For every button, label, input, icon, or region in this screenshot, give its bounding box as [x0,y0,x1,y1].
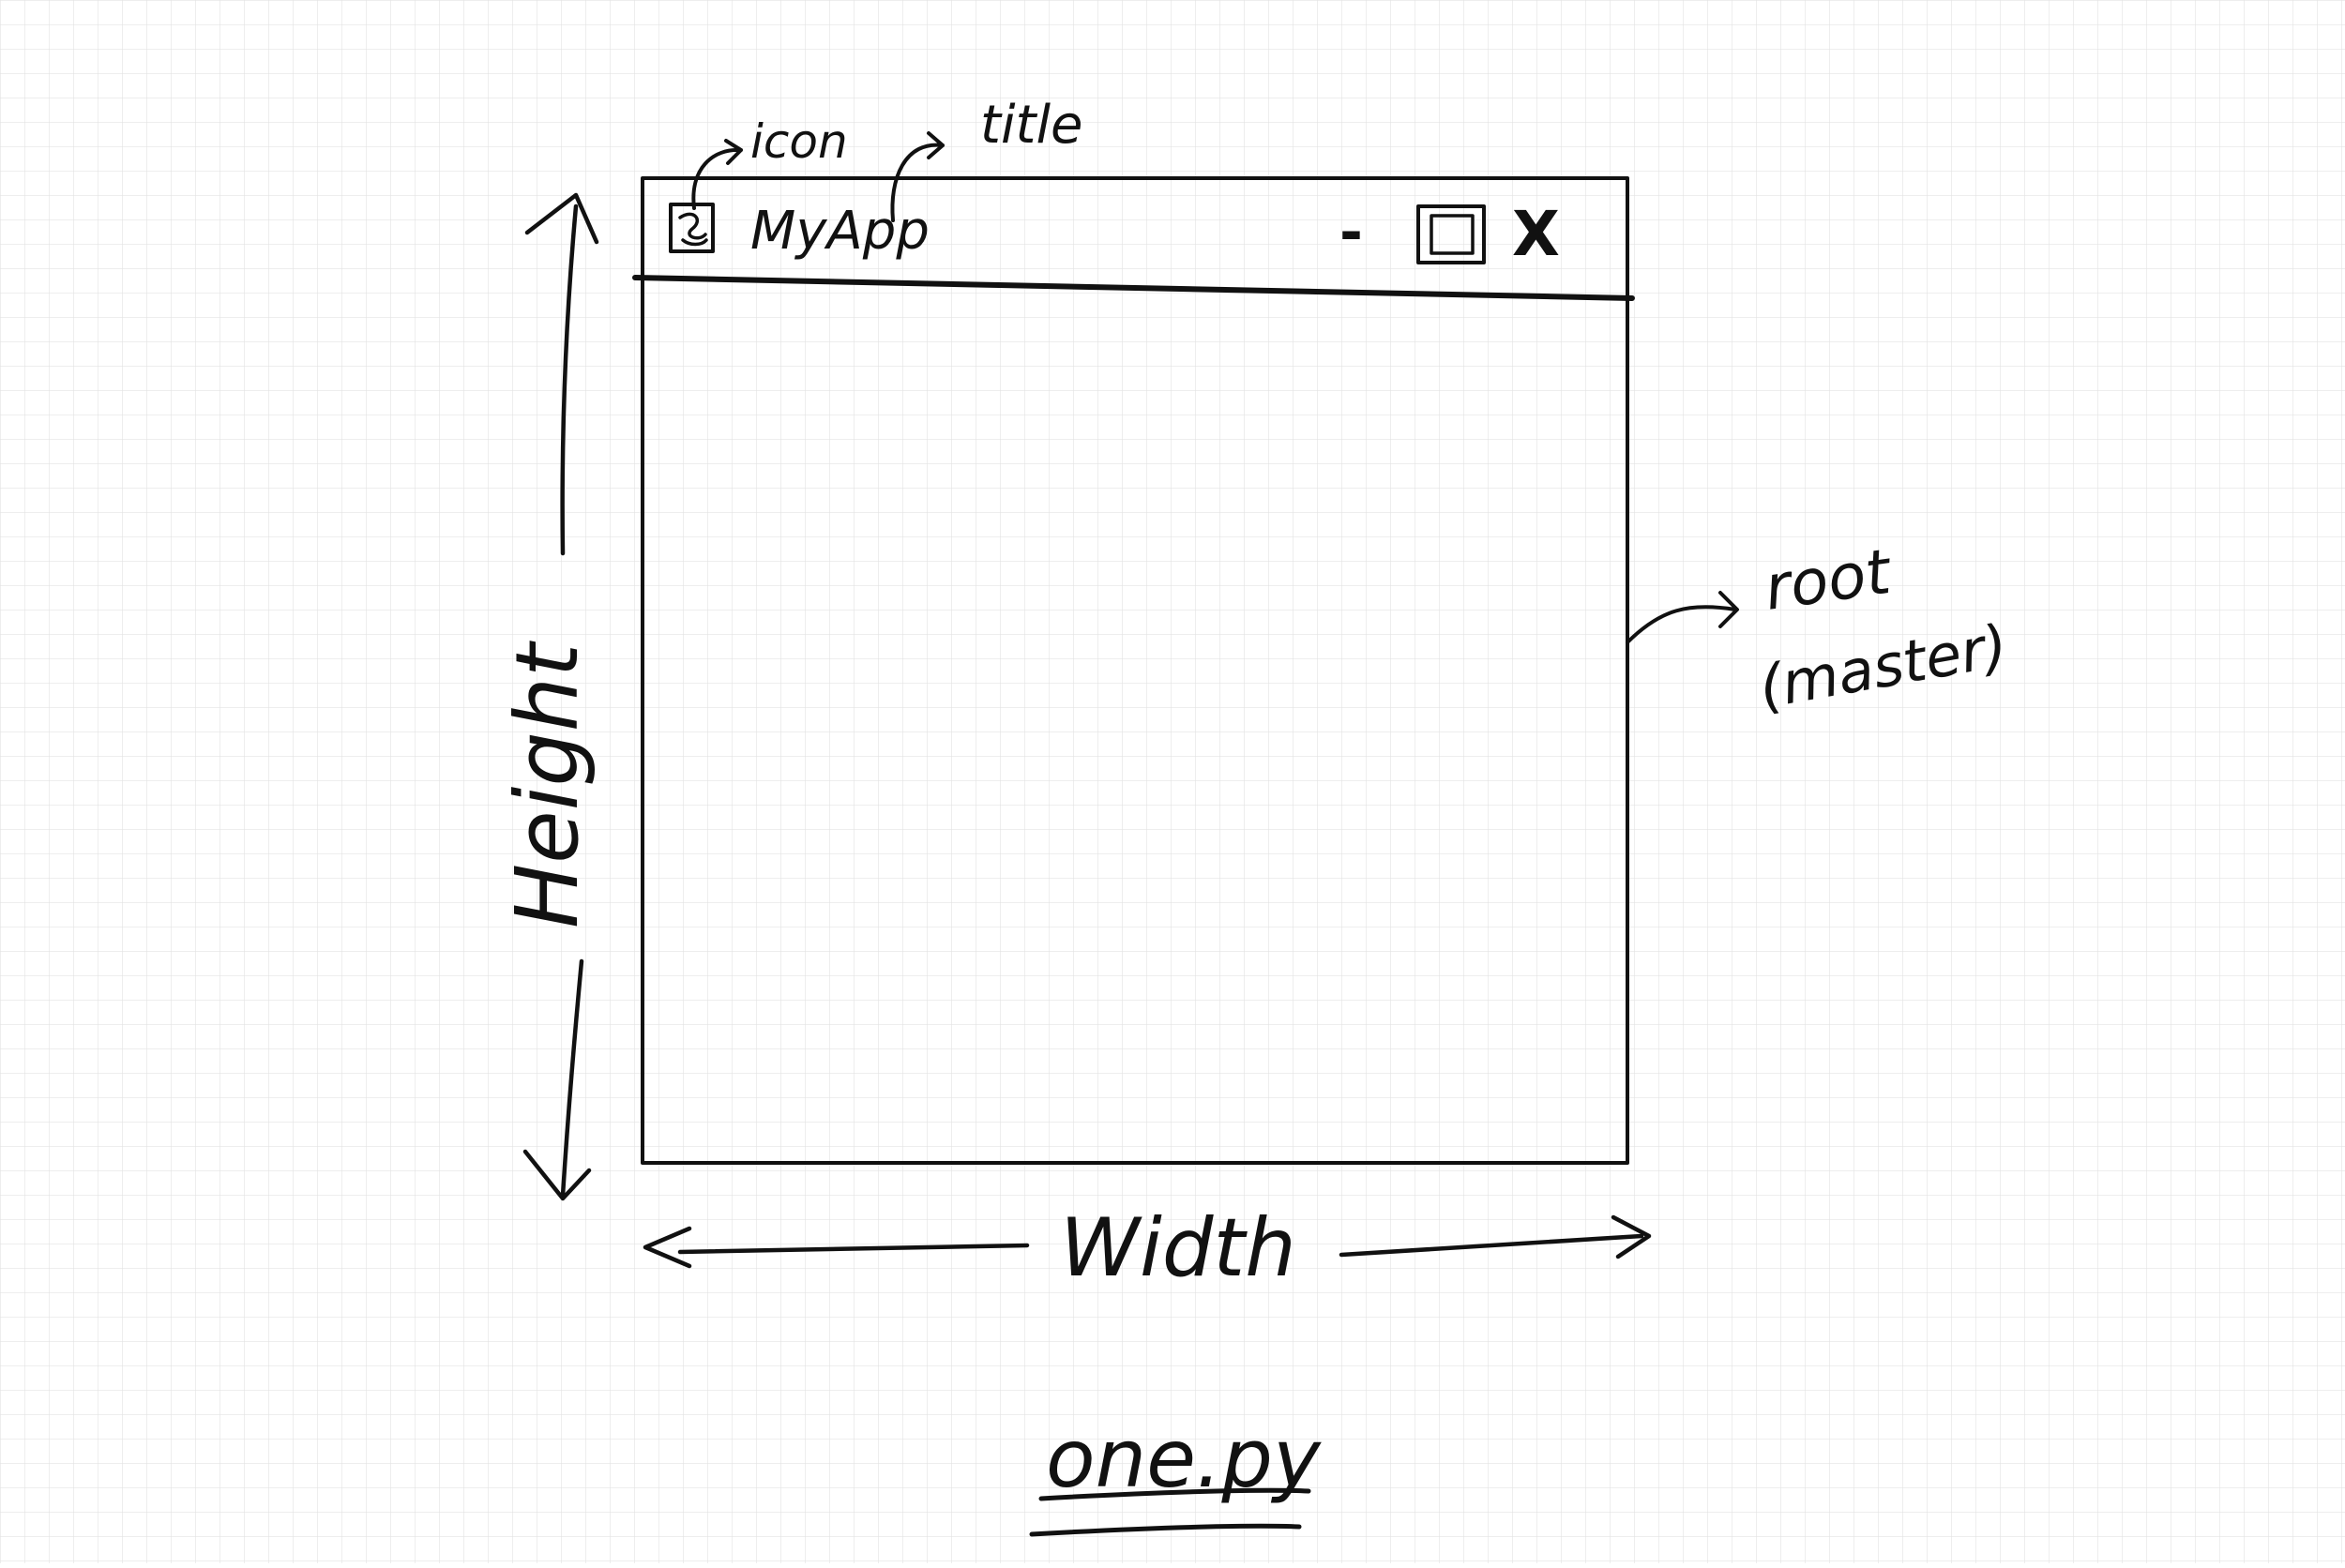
window-title: MyApp [750,201,930,262]
width-label: Width [1060,1201,1296,1295]
maximize-button[interactable] [1416,204,1486,264]
minimize-button[interactable]: - [1339,200,1363,265]
icon-annotation-label: icon [750,114,848,169]
height-label: Height [497,641,598,928]
icon-annotation-arrow [691,139,743,210]
window-controls: - X [1339,198,1560,270]
root-annotation-label: root [1761,535,1897,625]
width-arrow-right [1339,1214,1652,1259]
close-button[interactable]: X [1512,198,1560,270]
maximize-icon [1430,214,1475,255]
height-dimension: Height [497,192,599,1201]
window-frame [641,176,1629,1165]
titlebar-divider [632,275,1635,301]
title-annotation-arrow [890,131,945,222]
height-arrow-top [524,192,599,556]
app-icon[interactable] [669,203,715,253]
caption-underline-bottom [1029,1523,1302,1537]
height-arrow-bottom [522,958,592,1201]
caption-group: one.py [1029,1412,1322,1537]
width-dimension: Width [643,1201,1652,1295]
title-annotation-label: title [980,95,1082,156]
width-arrow-left [643,1226,1030,1269]
annotation-title: title [890,95,1082,222]
root-annotation-arrow [1626,591,1739,644]
window-sketch: MyApp - X [632,176,1635,1165]
annotation-icon: icon [691,114,848,210]
caption-underline-top [1038,1487,1311,1501]
